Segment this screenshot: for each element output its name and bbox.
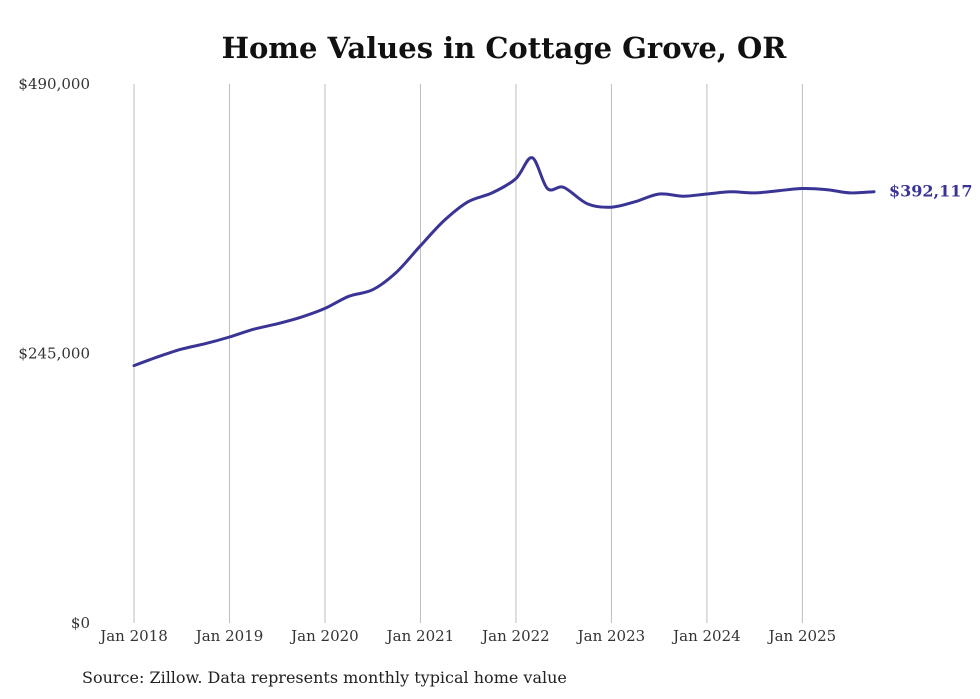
x-tick-label: Jan 2023	[576, 627, 646, 645]
x-tick-label: Jan 2018	[98, 627, 168, 645]
x-tick-label: Jan 2022	[480, 627, 550, 645]
x-tick-label: Jan 2021	[385, 627, 455, 645]
x-axis-ticks: Jan 2018 Jan 2019 Jan 2020 Jan 2021 Jan 2022…	[98, 627, 836, 645]
series-line	[132, 156, 876, 368]
x-tick-label: Jan 2019	[194, 627, 264, 645]
grid-lines	[133, 84, 803, 623]
y-axis-ticks: $0 $245,000 $490,000	[18, 75, 90, 632]
x-tick-label: Jan 2024	[671, 627, 741, 645]
x-tick-label: Jan 2025	[767, 627, 837, 645]
source-note: Source: Zillow. Data represents monthly …	[82, 668, 567, 687]
end-value-label: $392,117	[889, 182, 973, 201]
x-tick-label: Jan 2020	[289, 627, 359, 645]
y-tick-label: $490,000	[18, 75, 90, 93]
chart-title: Home Values in Cottage Grove, OR	[222, 31, 788, 65]
y-tick-label: $0	[71, 614, 90, 632]
y-tick-label: $245,000	[18, 345, 90, 363]
